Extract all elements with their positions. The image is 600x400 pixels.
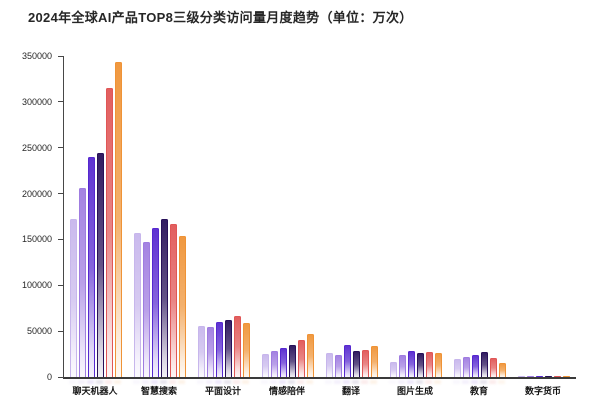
chart-title: 2024年全球AI产品TOP8三级分类访问量月度趋势（单位：万次） [28,10,413,25]
bar-group-5 [320,56,384,377]
bar-s6 [307,334,314,377]
bar-s2 [143,242,150,377]
bar-s3 [280,347,287,377]
bar-s2 [463,356,470,377]
bar-s4 [161,219,168,377]
x-category-label: 教育 [469,386,488,396]
bar-s3 [216,321,223,377]
bar-s2 [527,376,534,377]
bar-s3 [152,227,159,377]
y-tick-label: 250000 [21,142,52,153]
x-category-label: 平面设计 [204,386,241,396]
bar-group-8 [512,56,576,377]
y-axis-tick [58,147,63,149]
bar-s4 [289,344,296,377]
bar-s2 [207,327,214,377]
plot-area [58,55,576,379]
bar-s5 [490,357,497,377]
bar-s5 [298,340,305,377]
bar-group-1 [64,56,128,377]
y-tick-label: 0 [46,372,52,382]
y-tick-label: 300000 [21,96,52,107]
y-tick-label: 100000 [21,280,52,291]
bar-s6 [371,346,378,377]
bar-s4 [417,353,424,377]
bar-s2 [335,355,342,377]
bar-s4 [481,352,488,377]
bar-s5 [234,315,241,377]
bar-s6 [499,363,506,377]
y-axis-tick [58,55,63,57]
bar-s3 [472,355,479,377]
bar-s5 [426,351,433,377]
x-category-label: 聊天机器人 [72,386,118,396]
bar-s6 [435,353,442,377]
bar-s3 [408,350,415,377]
x-category-label: 数字货币 [524,386,561,396]
bar-s4 [225,320,232,377]
bar-s2 [271,351,278,377]
bar-s5 [362,349,369,377]
bar-s6 [243,322,250,377]
y-axis-tick [58,376,63,378]
bar-group-3 [192,56,256,377]
bar-s3 [536,376,543,377]
bar-s4 [353,351,360,377]
y-axis-labels: 0 50000 100000 150000 200000 250000 300000 3500… [0,51,58,382]
x-category-label: 智慧搜索 [140,386,177,396]
y-axis-tick [58,101,63,103]
bar-s5 [170,223,177,377]
bar-s1 [454,358,461,377]
bar-group-4 [256,56,320,377]
bar-s1 [134,233,141,377]
y-axis-tick [58,193,63,195]
bar-s6 [115,62,122,377]
bar-s1 [326,352,333,377]
y-tick-label: 350000 [21,51,52,61]
bar-s1 [70,219,77,377]
bar-s5 [106,88,113,377]
bar-group-2 [128,56,192,377]
x-category-label: 翻译 [341,386,360,396]
bar-s6 [179,235,186,377]
bar-s4 [545,376,552,377]
bar-s3 [88,156,95,377]
bar-s5 [554,376,561,377]
bar-s1 [262,354,269,377]
x-axis-labels: 聊天机器人 智慧搜索 平面设计 情感陪伴 翻译 图片生成 教育 数字货币 [63,384,575,397]
x-category-label: 情感陪伴 [268,386,305,396]
bar-s2 [79,188,86,377]
bar-group-7 [448,56,512,377]
y-tick-label: 200000 [21,188,52,199]
bar-s1 [390,362,397,377]
y-tick-label: 150000 [21,234,52,245]
bar-s2 [399,355,406,377]
bar-s6 [563,376,570,377]
x-category-label: 图片生成 [396,386,433,396]
y-tick-label: 50000 [26,326,52,337]
y-axis-tick [58,238,63,240]
bar-s1 [198,325,205,377]
y-axis-tick [58,330,63,332]
bar-s4 [97,153,104,377]
bar-s3 [344,344,351,377]
y-axis-tick [58,284,63,286]
bar-s1 [518,376,525,377]
bar-group-6 [384,56,448,377]
